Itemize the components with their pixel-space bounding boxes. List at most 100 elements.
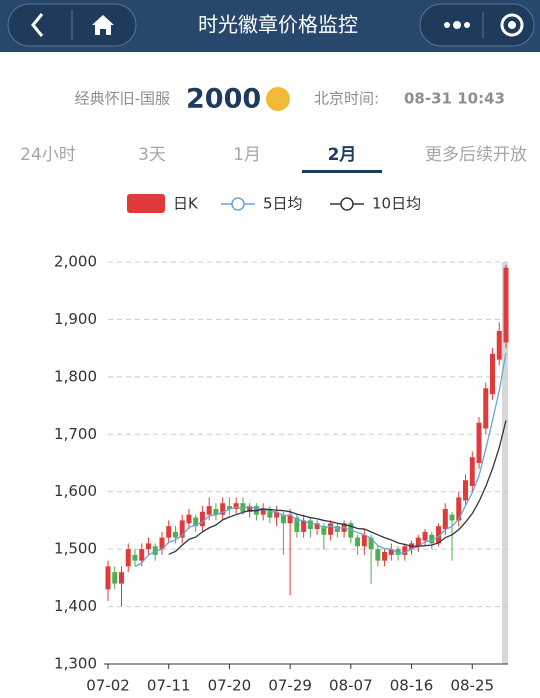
ma-line bbox=[168, 420, 507, 555]
x-tick-label: 07-11 bbox=[147, 677, 191, 695]
x-tick-label: 08-07 bbox=[329, 677, 373, 695]
x-tick-label: 08-16 bbox=[390, 677, 434, 695]
candle-body bbox=[355, 537, 361, 547]
candle-body bbox=[395, 549, 401, 555]
y-tick-label: 1,700 bbox=[54, 425, 97, 443]
time-value: 08-31 10:43 bbox=[404, 90, 505, 108]
y-tick-label: 2,000 bbox=[54, 253, 97, 271]
legend-marker bbox=[340, 197, 354, 211]
candle-body bbox=[206, 506, 212, 515]
candle-body bbox=[233, 503, 239, 509]
y-tick-label: 1,500 bbox=[54, 540, 97, 558]
candle-body bbox=[294, 517, 300, 532]
candle-body bbox=[476, 422, 482, 463]
candle-body bbox=[496, 330, 502, 360]
back-icon[interactable] bbox=[31, 13, 44, 37]
candle-body bbox=[112, 572, 118, 584]
chart: 日K 5日均 10日均 1,300 1,400 1,500 1,600 1,700 1,800 1… bbox=[54, 194, 509, 695]
candle-body bbox=[375, 549, 381, 561]
candle-body bbox=[247, 506, 253, 512]
candle-body bbox=[125, 549, 131, 567]
candle-body bbox=[436, 526, 442, 544]
ma-line bbox=[134, 352, 507, 567]
candle-body bbox=[193, 517, 199, 527]
candle-body bbox=[287, 514, 293, 524]
y-tick-label: 1,900 bbox=[54, 310, 97, 328]
legend-swatch bbox=[127, 194, 165, 213]
tab[interactable]: 更多后续开放 bbox=[425, 145, 527, 165]
candle-body bbox=[105, 566, 111, 590]
price: 2000 bbox=[186, 84, 261, 115]
tab[interactable]: 3天 bbox=[138, 145, 166, 165]
candle-body bbox=[328, 523, 334, 535]
candle-body bbox=[402, 546, 408, 555]
x-tick-label: 07-29 bbox=[268, 677, 312, 695]
x-tick-label: 08-25 bbox=[450, 677, 494, 695]
content bbox=[0, 52, 540, 698]
candle-body bbox=[220, 503, 226, 515]
candle-body bbox=[307, 520, 313, 530]
candle-body bbox=[267, 508, 273, 518]
page-title: 时光徽章价格监控 bbox=[198, 13, 358, 37]
candle-body bbox=[139, 549, 145, 561]
candle-body bbox=[429, 534, 435, 544]
x-tick-label: 07-02 bbox=[86, 677, 130, 695]
candle-body bbox=[321, 526, 327, 535]
candle-body bbox=[442, 508, 448, 530]
candle-body bbox=[145, 543, 151, 550]
candle-body bbox=[240, 503, 246, 512]
candle-body bbox=[483, 388, 489, 429]
tabs: 24小时 3天 1月 2月 更多后续开放 bbox=[20, 145, 527, 173]
time-label: 北京时间: bbox=[314, 90, 379, 108]
candle-body bbox=[415, 537, 421, 547]
y-tick-label: 1,600 bbox=[54, 482, 97, 500]
tab[interactable]: 2月 bbox=[328, 145, 357, 165]
candle-body bbox=[260, 508, 266, 515]
candle-body bbox=[301, 520, 307, 532]
candle-body bbox=[274, 511, 280, 518]
y-tick-label: 1,800 bbox=[54, 367, 97, 385]
legend-label: 10日均 bbox=[372, 195, 421, 213]
tab[interactable]: 1月 bbox=[233, 145, 261, 165]
legend-marker bbox=[231, 197, 245, 211]
legend-label: 日K bbox=[173, 195, 199, 213]
close-icon-dot bbox=[508, 21, 516, 29]
close-icon[interactable] bbox=[500, 13, 524, 37]
candle-body bbox=[382, 552, 388, 561]
candle-body bbox=[463, 480, 469, 501]
candle-body bbox=[172, 531, 178, 538]
candle-body bbox=[469, 457, 475, 486]
x-tick-label: 07-20 bbox=[208, 677, 252, 695]
tab[interactable]: 24小时 bbox=[20, 145, 76, 165]
candle-body bbox=[118, 572, 124, 584]
tab-underline bbox=[302, 170, 382, 173]
nav-capsule-right bbox=[419, 3, 535, 47]
home-icon[interactable] bbox=[92, 15, 114, 35]
candle-body bbox=[388, 549, 394, 555]
coin-icon bbox=[266, 87, 290, 111]
candle-body bbox=[159, 537, 165, 550]
candle-body bbox=[490, 353, 496, 395]
candle-body bbox=[132, 554, 138, 561]
candle-body bbox=[368, 537, 374, 550]
candle-body bbox=[449, 514, 455, 521]
candle-body bbox=[226, 506, 232, 509]
zoom-band bbox=[502, 262, 508, 664]
candle-body bbox=[213, 508, 219, 515]
candle-body bbox=[199, 511, 205, 527]
more-icon[interactable] bbox=[444, 21, 470, 29]
y-tick-label: 1,300 bbox=[54, 655, 97, 673]
candle-body bbox=[422, 531, 428, 541]
legend-label: 5日均 bbox=[263, 195, 303, 213]
candle-body bbox=[179, 520, 185, 538]
candle-body bbox=[314, 523, 320, 530]
candle-body bbox=[166, 526, 172, 538]
candle-body bbox=[152, 546, 158, 555]
candle-body bbox=[456, 497, 462, 521]
candle-body bbox=[280, 514, 286, 524]
candle-body bbox=[186, 514, 192, 524]
candle-body bbox=[503, 267, 509, 343]
server-name: 经典怀旧-国服 bbox=[75, 90, 170, 108]
